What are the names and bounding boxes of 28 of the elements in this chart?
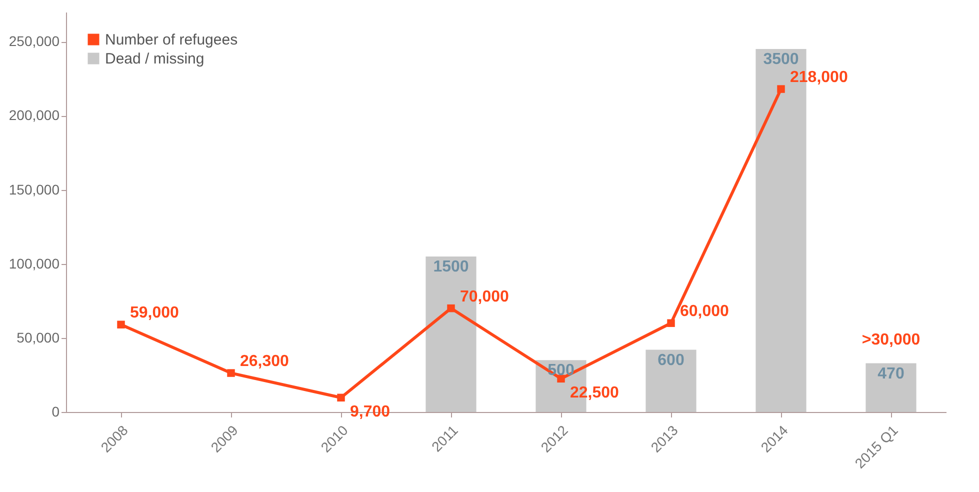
annotation: >30,000 — [862, 332, 920, 349]
point — [777, 85, 785, 93]
point — [337, 394, 345, 402]
bar — [866, 363, 916, 412]
data-label: 600 — [658, 352, 684, 369]
y-tick-label: 150,000 — [8, 181, 60, 198]
data-label: 59,000 — [130, 304, 180, 322]
data-label: 3500 — [763, 51, 799, 68]
data-label: 22,500 — [570, 384, 620, 402]
bar — [646, 350, 696, 412]
y-tick-label: 250,000 — [8, 33, 60, 50]
point — [117, 320, 125, 328]
point — [227, 369, 235, 377]
point — [667, 319, 675, 327]
data-label: 26,300 — [240, 353, 290, 370]
y-tick-label: 200,000 — [8, 107, 60, 124]
y-tick-label: 0 — [52, 404, 60, 420]
legend-label: Number of refugees — [105, 32, 238, 48]
data-label: 9,700 — [350, 404, 390, 421]
data-label: 60,000 — [680, 303, 730, 320]
data-label: 470 — [878, 365, 904, 382]
legend-label: Dead / missing — [105, 50, 204, 68]
data-label: 1500 — [433, 258, 469, 276]
data-label: 70,000 — [460, 288, 510, 306]
data-label: 218,000 — [790, 69, 848, 86]
y-tick-label: 100,000 — [8, 255, 60, 272]
y-tick-label: 50,000 — [16, 329, 60, 346]
point — [447, 304, 455, 312]
